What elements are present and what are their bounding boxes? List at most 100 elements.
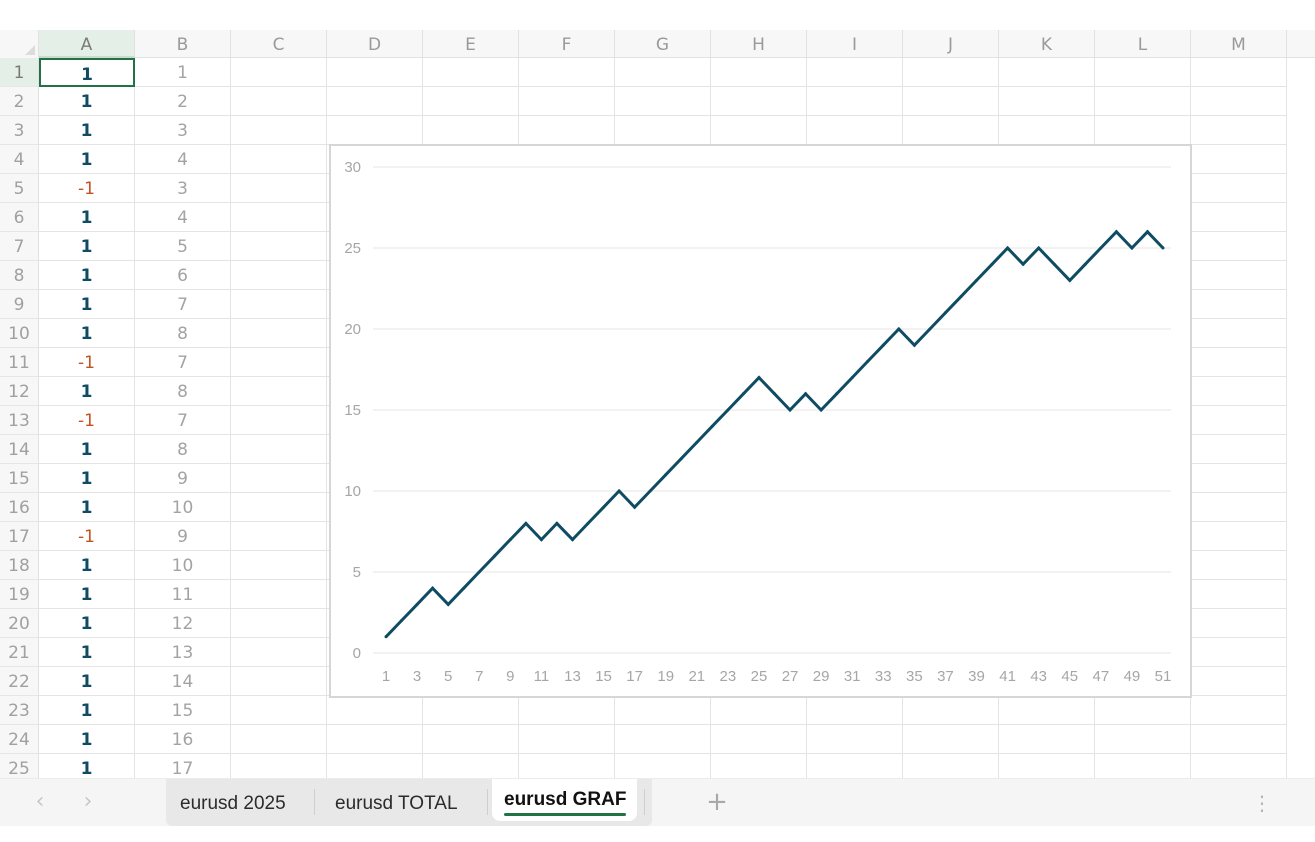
cell-b[interactable]: 12 (135, 609, 231, 638)
cell-a[interactable]: 1 (39, 145, 135, 174)
cell-empty[interactable] (231, 522, 327, 551)
cell-b[interactable]: 5 (135, 232, 231, 261)
cell-a[interactable]: 1 (39, 638, 135, 667)
column-header-h[interactable]: H (711, 30, 807, 58)
cell-empty[interactable] (807, 116, 903, 145)
row-header[interactable]: 4 (0, 145, 39, 174)
cell-empty[interactable] (903, 725, 999, 754)
cell-empty[interactable] (1191, 725, 1287, 754)
cell-empty[interactable] (231, 290, 327, 319)
cell-empty[interactable] (615, 116, 711, 145)
cell-a[interactable]: -1 (39, 406, 135, 435)
cell-empty[interactable] (711, 87, 807, 116)
cell-empty[interactable] (999, 696, 1095, 725)
cell-empty[interactable] (231, 377, 327, 406)
row-header[interactable]: 22 (0, 667, 39, 696)
row-header[interactable]: 11 (0, 348, 39, 377)
cell-empty[interactable] (711, 725, 807, 754)
row-header[interactable]: 6 (0, 203, 39, 232)
series-line[interactable] (384, 229, 1165, 638)
row-header[interactable]: 7 (0, 232, 39, 261)
cell-empty[interactable] (519, 116, 615, 145)
cell-b[interactable]: 1 (135, 58, 231, 87)
cell-empty[interactable] (327, 725, 423, 754)
next-sheet-chevron-icon[interactable]: › (83, 789, 93, 814)
column-header-e[interactable]: E (423, 30, 519, 58)
cell-empty[interactable] (231, 58, 327, 87)
cell-a[interactable]: 1 (39, 58, 135, 87)
row-header[interactable]: 18 (0, 551, 39, 580)
cell-empty[interactable] (903, 116, 999, 145)
cell-empty[interactable] (1191, 58, 1287, 87)
cell-b[interactable]: 13 (135, 638, 231, 667)
cell-a[interactable]: 1 (39, 290, 135, 319)
row-header[interactable]: 23 (0, 696, 39, 725)
row-header[interactable]: 10 (0, 319, 39, 348)
cell-a[interactable]: 1 (39, 754, 135, 778)
cell-empty[interactable] (1191, 116, 1287, 145)
cell-a[interactable]: 1 (39, 725, 135, 754)
column-header-a[interactable]: A (39, 30, 135, 58)
cell-b[interactable]: 9 (135, 464, 231, 493)
row-header[interactable]: 25 (0, 754, 39, 778)
column-header-d[interactable]: D (327, 30, 423, 58)
cell-b[interactable]: 7 (135, 348, 231, 377)
cell-empty[interactable] (231, 232, 327, 261)
cell-empty[interactable] (807, 58, 903, 87)
row-header[interactable]: 19 (0, 580, 39, 609)
cell-empty[interactable] (999, 116, 1095, 145)
cell-empty[interactable] (903, 87, 999, 116)
cell-empty[interactable] (615, 725, 711, 754)
cell-empty[interactable] (231, 116, 327, 145)
cell-b[interactable]: 10 (135, 551, 231, 580)
cell-a[interactable]: 1 (39, 551, 135, 580)
cell-empty[interactable] (999, 725, 1095, 754)
cell-empty[interactable] (903, 754, 999, 778)
cell-empty[interactable] (1191, 638, 1287, 667)
row-header[interactable]: 13 (0, 406, 39, 435)
cell-empty[interactable] (231, 464, 327, 493)
cell-a[interactable]: 1 (39, 261, 135, 290)
cell-empty[interactable] (423, 58, 519, 87)
column-header-m[interactable]: M (1191, 30, 1287, 58)
cell-empty[interactable] (231, 696, 327, 725)
cell-a[interactable]: 1 (39, 493, 135, 522)
cell-empty[interactable] (231, 667, 327, 696)
cell-empty[interactable] (423, 696, 519, 725)
cell-empty[interactable] (231, 87, 327, 116)
cell-empty[interactable] (615, 87, 711, 116)
cell-empty[interactable] (1191, 290, 1287, 319)
cell-empty[interactable] (1191, 609, 1287, 638)
row-header[interactable]: 16 (0, 493, 39, 522)
cell-b[interactable]: 11 (135, 580, 231, 609)
cell-a[interactable]: 1 (39, 696, 135, 725)
cell-a[interactable]: -1 (39, 348, 135, 377)
cell-empty[interactable] (1095, 725, 1191, 754)
cell-empty[interactable] (231, 348, 327, 377)
cell-b[interactable]: 6 (135, 261, 231, 290)
tab-eurusd-2025[interactable]: eurusd 2025 (180, 779, 314, 826)
cell-a[interactable]: 1 (39, 87, 135, 116)
cell-b[interactable]: 2 (135, 87, 231, 116)
column-header-l[interactable]: L (1095, 30, 1191, 58)
prev-sheet-chevron-icon[interactable]: ‹ (35, 789, 45, 814)
cell-empty[interactable] (231, 203, 327, 232)
cell-empty[interactable] (1191, 493, 1287, 522)
cell-empty[interactable] (1095, 116, 1191, 145)
cell-empty[interactable] (231, 174, 327, 203)
row-header[interactable]: 14 (0, 435, 39, 464)
column-header-f[interactable]: F (519, 30, 615, 58)
cell-a[interactable]: 1 (39, 319, 135, 348)
cell-empty[interactable] (903, 58, 999, 87)
cell-b[interactable]: 15 (135, 696, 231, 725)
cell-empty[interactable] (1191, 435, 1287, 464)
cell-empty[interactable] (1191, 580, 1287, 609)
cell-b[interactable]: 8 (135, 319, 231, 348)
cell-empty[interactable] (903, 696, 999, 725)
tab-eurusd-total[interactable]: eurusd TOTAL (335, 779, 485, 826)
cell-empty[interactable] (1191, 464, 1287, 493)
cell-empty[interactable] (231, 580, 327, 609)
cell-a[interactable]: 1 (39, 667, 135, 696)
cell-empty[interactable] (615, 58, 711, 87)
cell-empty[interactable] (1191, 261, 1287, 290)
